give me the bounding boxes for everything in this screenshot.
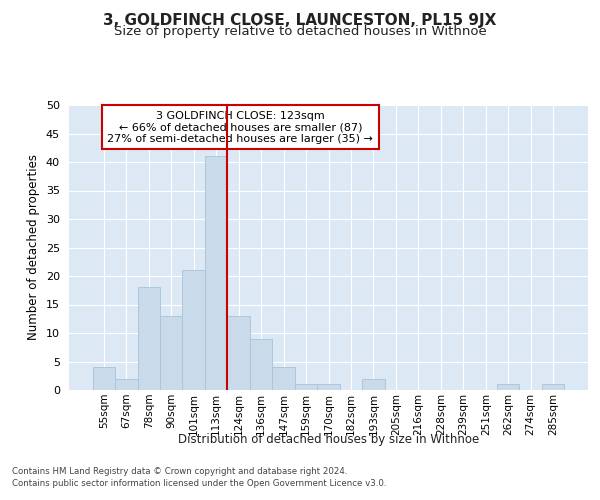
Text: 3 GOLDFINCH CLOSE: 123sqm
← 66% of detached houses are smaller (87)
27% of semi-: 3 GOLDFINCH CLOSE: 123sqm ← 66% of detac…	[107, 110, 373, 144]
Bar	[250, 338, 272, 390]
Bar	[295, 384, 317, 390]
Text: Contains public sector information licensed under the Open Government Licence v3: Contains public sector information licen…	[12, 479, 386, 488]
Text: Contains HM Land Registry data © Crown copyright and database right 2024.: Contains HM Land Registry data © Crown c…	[12, 468, 347, 476]
Bar	[362, 378, 385, 390]
Bar	[115, 378, 137, 390]
Text: Distribution of detached houses by size in Withnoe: Distribution of detached houses by size …	[178, 432, 479, 446]
Bar	[92, 367, 115, 390]
Y-axis label: Number of detached properties: Number of detached properties	[27, 154, 40, 340]
Bar	[497, 384, 520, 390]
Bar	[205, 156, 227, 390]
Text: 3, GOLDFINCH CLOSE, LAUNCESTON, PL15 9JX: 3, GOLDFINCH CLOSE, LAUNCESTON, PL15 9JX	[103, 12, 497, 28]
Bar	[317, 384, 340, 390]
Bar	[227, 316, 250, 390]
Bar	[160, 316, 182, 390]
Text: Size of property relative to detached houses in Withnoe: Size of property relative to detached ho…	[113, 25, 487, 38]
Bar	[182, 270, 205, 390]
Bar	[272, 367, 295, 390]
Bar	[542, 384, 565, 390]
Bar	[137, 288, 160, 390]
